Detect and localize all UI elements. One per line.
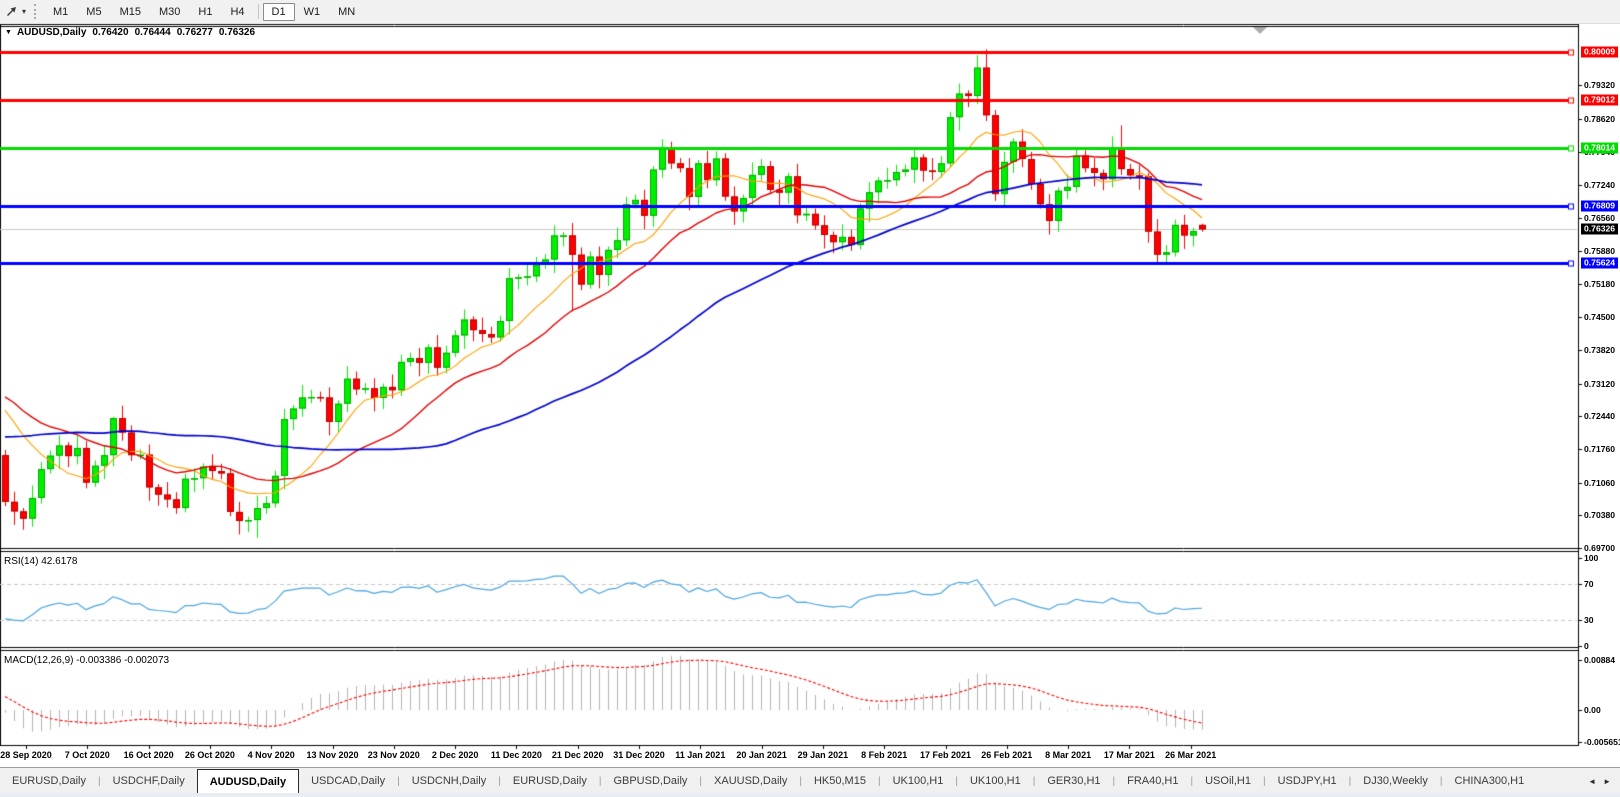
- chart-tab-UK100-H1[interactable]: UK100,H1: [969, 775, 1021, 787]
- timeframe-button-H1[interactable]: H1: [198, 5, 213, 18]
- tab-separator: |: [598, 775, 602, 787]
- chart-tab-DJ30-Weekly[interactable]: DJ30,Weekly: [1363, 775, 1428, 787]
- tab-separator: |: [955, 775, 958, 787]
- toolbar-grip-handle[interactable]: [34, 4, 38, 19]
- chart-tab-XAUUSD-Daily[interactable]: XAUUSD,Daily: [714, 775, 788, 787]
- tab-separator: |: [699, 775, 703, 787]
- toolbar-separator: [257, 4, 259, 19]
- chart-tab-FRA40-H1[interactable]: FRA40,H1: [1127, 775, 1179, 787]
- tab-separator: |: [1439, 775, 1443, 787]
- timeframe-button-M1[interactable]: M1: [53, 5, 69, 18]
- tab-separator: |: [1032, 775, 1036, 787]
- chart-tab-UK100-H1[interactable]: UK100,H1: [892, 775, 944, 787]
- chart-tab-EURUSD-Daily[interactable]: EURUSD,Daily: [12, 775, 86, 787]
- timeframe-button-M5[interactable]: M5: [86, 5, 102, 18]
- tab-scroll-right-icon[interactable]: ►: [1603, 776, 1611, 786]
- chart-tab-USDCNH-Daily[interactable]: USDCNH,Daily: [411, 775, 487, 787]
- tab-separator: |: [1190, 775, 1194, 787]
- chart-tab-USDCAD-Daily[interactable]: USDCAD,Daily: [311, 775, 386, 787]
- timeframe-button-MN[interactable]: MN: [338, 5, 356, 18]
- chart-tab-HK50-M15[interactable]: HK50,M15: [813, 775, 866, 787]
- tab-separator: |: [397, 775, 400, 787]
- chart-tab-CHINA300-H1[interactable]: CHINA300,H1: [1454, 775, 1525, 787]
- tab-separator: |: [1112, 775, 1116, 787]
- chart-tab-USDCHF-Daily[interactable]: USDCHF,Daily: [112, 775, 185, 787]
- chart-tab-GER30-H1[interactable]: GER30,H1: [1047, 775, 1101, 787]
- chevron-down-icon[interactable]: ▾: [22, 7, 27, 16]
- tab-separator: |: [1348, 775, 1352, 787]
- chart-tab-GBPUSD-Daily[interactable]: GBPUSD,Daily: [613, 775, 688, 787]
- status-strip: [0, 793, 1620, 797]
- chart-tab-USOil-H1[interactable]: USOil,H1: [1205, 775, 1251, 787]
- timeframe-button-M15[interactable]: M15: [119, 5, 141, 18]
- timeframe-button-W1[interactable]: W1: [303, 5, 321, 18]
- chart-pan-icon[interactable]: [5, 5, 18, 18]
- timeframe-toolbar: ▾ M1 M5 M15 M30 H1 H4 D1 W1 MN: [0, 0, 1620, 24]
- tab-separator: |: [799, 775, 802, 787]
- timeframe-button-M30[interactable]: M30: [158, 5, 181, 18]
- tab-scroll-left-icon[interactable]: ◄: [1588, 776, 1597, 786]
- tab-separator: |: [877, 775, 881, 787]
- tab-separator: |: [1262, 775, 1266, 787]
- timeframe-button-H4[interactable]: H4: [230, 5, 245, 18]
- timeframe-button-D1[interactable]: D1: [262, 2, 295, 21]
- chart-tab-USDJPY-H1[interactable]: USDJPY,H1: [1277, 775, 1337, 787]
- tab-separator: |: [498, 775, 501, 787]
- chart-tab-EURUSD-Daily[interactable]: EURUSD,Daily: [512, 775, 587, 787]
- tab-separator: |: [97, 775, 101, 787]
- chart-tab-bar: EURUSD,Daily | USDCHF,Daily AUDUSD,Daily USD…: [0, 767, 1620, 794]
- chart-tab-AUDUSD-Daily[interactable]: AUDUSD,Daily: [196, 769, 300, 794]
